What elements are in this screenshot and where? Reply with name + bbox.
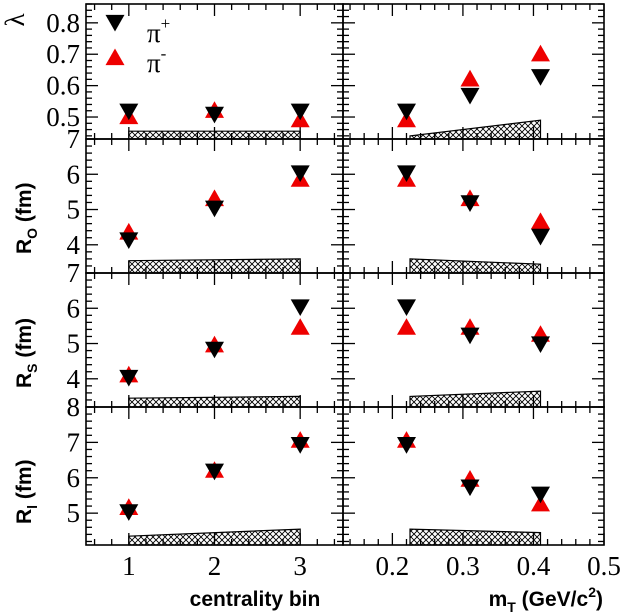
y-axis-title-lambda: λ bbox=[0, 13, 30, 26]
panel-frame-R_s-right bbox=[342, 272, 605, 408]
y-tick-label-R_l: 6 bbox=[67, 463, 81, 493]
point-pi-plus-R_s-left bbox=[205, 341, 224, 359]
y-tick-label-R_l: 7 bbox=[67, 427, 81, 457]
point-pi-plus-R_l-left bbox=[205, 463, 224, 481]
legend-symbol: π bbox=[147, 48, 161, 78]
point-pi-plus-R_s-right bbox=[460, 327, 480, 345]
point-pi-minus-R_o-right bbox=[531, 212, 550, 229]
panel-frame-lambda-right bbox=[342, 3, 605, 140]
y-tick-label-R_o: 6 bbox=[67, 159, 81, 189]
point-pi-plus-lambda-left bbox=[119, 103, 139, 121]
y-tick-label-lambda: 0.5 bbox=[46, 102, 80, 132]
y-tick-label-R_s: 4 bbox=[67, 364, 81, 394]
y-tick-label-R_l: 5 bbox=[67, 498, 81, 528]
point-pi-plus-lambda-right bbox=[531, 69, 550, 86]
y-axis-title-sub: O bbox=[24, 228, 40, 239]
systematic-band-R_s-right bbox=[409, 390, 542, 408]
point-pi-plus-R_s-right bbox=[531, 336, 550, 353]
point-pi-plus-R_o-right bbox=[460, 195, 480, 212]
axis-titles: λRO (fm)RS (fm)Rl (fm)centrality bin mT (… bbox=[0, 13, 603, 613]
point-pi-plus-R_o-right bbox=[531, 228, 550, 246]
point-pi-plus-lambda-left bbox=[205, 106, 224, 124]
panel-frame-R_l-right bbox=[342, 406, 605, 546]
point-pi-plus-R_o-left bbox=[119, 232, 139, 249]
y-tick-label-R_s: 6 bbox=[67, 293, 81, 323]
point-pi-minus-R_s-left bbox=[290, 318, 310, 335]
point-pi-plus-R_s-right bbox=[397, 299, 416, 316]
x-tick-label-right: 0.4 bbox=[517, 551, 551, 581]
x-tick-label-right: 0.5 bbox=[587, 551, 621, 581]
y-tick-label-R_l: 8 bbox=[67, 392, 81, 422]
x-tick-label-left: 3 bbox=[293, 551, 307, 581]
y-axis-title-sub: S bbox=[24, 363, 40, 372]
legend-label-pi-minus: π- bbox=[147, 44, 167, 78]
y-tick-label-R_s: 7 bbox=[67, 258, 81, 288]
x-tick-label-right: 0.3 bbox=[446, 551, 480, 581]
y-tick-label-lambda: 0.8 bbox=[46, 8, 80, 38]
y-axis-title-R_s: RS (fm) bbox=[13, 318, 40, 388]
point-pi-plus-lambda-right bbox=[460, 87, 480, 105]
x-axis-title-left: centrality bin bbox=[190, 588, 321, 611]
x-axis-title-part: T bbox=[507, 599, 516, 613]
data-points bbox=[105, 14, 550, 521]
legend-label-pi-plus: π+ bbox=[147, 14, 170, 48]
point-pi-plus-R_l-right bbox=[460, 479, 480, 497]
point-pi-plus-R_l-right bbox=[397, 437, 416, 454]
systematic-band-lambda-right bbox=[409, 119, 542, 140]
y-axis-title-R_l: Rl (fm) bbox=[13, 459, 40, 524]
y-tick-label-R_o: 4 bbox=[67, 230, 81, 260]
x-tick-label-left: 2 bbox=[208, 551, 222, 581]
x-axis-title-part: m bbox=[489, 588, 508, 611]
point-pi-minus-R_s-right bbox=[397, 318, 416, 335]
x-axis-title-right: mT (GeV/c2) bbox=[489, 584, 603, 613]
systematic-band-R_o-right bbox=[409, 258, 542, 274]
point-pi-plus-R_o-right bbox=[397, 165, 416, 182]
point-pi-minus-lambda-right bbox=[531, 44, 550, 62]
point-pi-plus-R_s-left bbox=[119, 369, 139, 387]
systematic-band-R_l-right bbox=[409, 528, 542, 546]
legend-superscript: - bbox=[161, 44, 167, 63]
y-tick-label-lambda: 0.7 bbox=[46, 39, 80, 69]
legend-marker-pi-minus bbox=[105, 48, 125, 66]
x-axis-title-part: ) bbox=[596, 588, 603, 611]
y-tick-label-R_o: 7 bbox=[67, 124, 81, 154]
point-pi-plus-R_l-right bbox=[531, 486, 550, 504]
point-pi-plus-R_o-left bbox=[290, 165, 310, 182]
x-tick-label-right: 0.2 bbox=[376, 551, 410, 581]
legend: π+π- bbox=[147, 14, 170, 78]
point-pi-plus-R_s-left bbox=[290, 299, 310, 316]
y-tick-label-lambda: 0.6 bbox=[46, 71, 80, 101]
point-pi-plus-lambda-left bbox=[290, 103, 310, 121]
y-tick-label-R_o: 5 bbox=[67, 195, 81, 225]
point-pi-plus-lambda-right bbox=[397, 103, 416, 121]
y-axis-title-R_o: RO (fm) bbox=[13, 182, 40, 254]
legend-symbol: π bbox=[147, 18, 161, 48]
y-tick-label-R_s: 5 bbox=[67, 329, 81, 359]
y-axis-title-main: R bbox=[13, 373, 36, 388]
y-axis-title-rest: (fm) bbox=[13, 182, 36, 228]
systematic-bands bbox=[128, 119, 542, 546]
x-axis-title-part: 2 bbox=[588, 584, 596, 600]
y-axis-title-main: R bbox=[13, 509, 36, 524]
x-tick-label-left: 1 bbox=[122, 551, 136, 581]
legend-marker-pi-plus bbox=[105, 14, 125, 32]
y-axis-title-sub: l bbox=[24, 505, 40, 509]
point-pi-plus-R_o-left bbox=[205, 200, 224, 218]
point-pi-minus-lambda-right bbox=[460, 69, 480, 87]
y-axis-title-main: R bbox=[13, 239, 36, 254]
tick-marks bbox=[86, 3, 605, 545]
x-axis-title-part: (GeV/c bbox=[516, 588, 589, 611]
legend-superscript: + bbox=[161, 14, 171, 33]
point-pi-plus-R_l-left bbox=[290, 437, 310, 454]
y-axis-title-rest: (fm) bbox=[13, 318, 36, 364]
y-axis-title-rest: (fm) bbox=[13, 459, 36, 505]
point-pi-plus-R_l-left bbox=[119, 504, 139, 521]
